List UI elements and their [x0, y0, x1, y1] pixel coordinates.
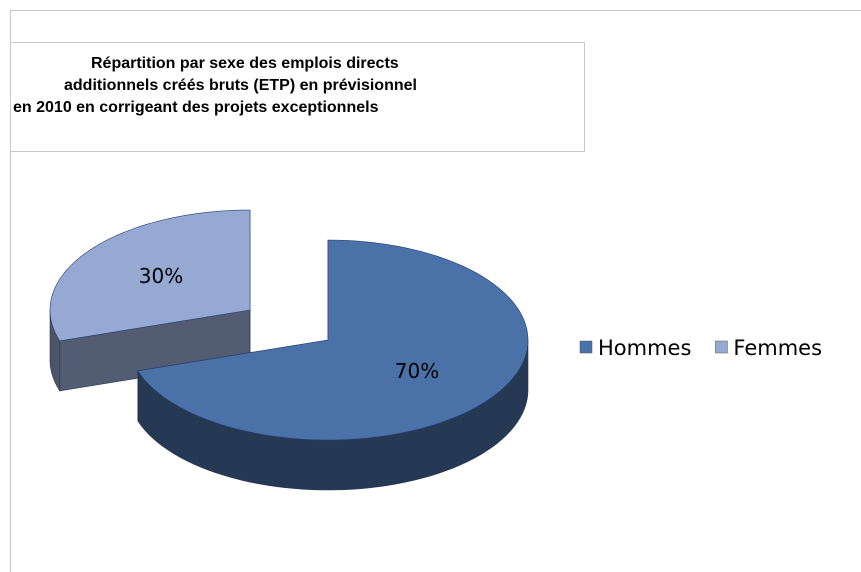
title-line: Répartition par sexe des emplois directs — [91, 55, 399, 72]
title-line: additionnels créés bruts (ETP) en prévis… — [64, 77, 417, 94]
legend-label: Femmes — [733, 336, 822, 360]
slice-top — [137, 239, 529, 441]
legend-swatch — [579, 340, 593, 354]
slice-top — [49, 209, 251, 342]
title-line: en 2010 en corrigeant des projets except… — [13, 99, 379, 116]
data-label: 70% — [395, 359, 439, 383]
pie-slice: 30% — [49, 209, 251, 392]
data-label: 30% — [139, 264, 183, 288]
pie-slice: 70% — [137, 239, 529, 491]
legend-swatch — [715, 340, 728, 354]
chart-title: Répartition par sexe des emplois directs… — [10, 42, 585, 152]
legend-label: Hommes — [598, 336, 691, 360]
